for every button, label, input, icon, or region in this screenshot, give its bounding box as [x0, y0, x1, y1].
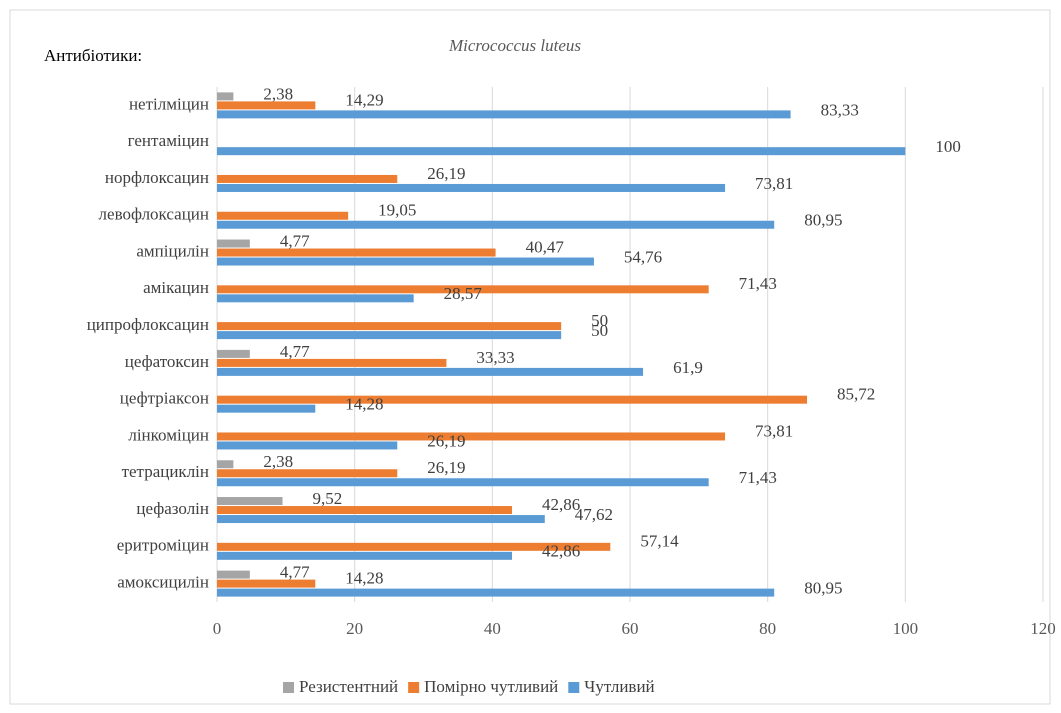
y-tick-label: нетілміцин — [129, 94, 209, 113]
data-label: 14,28 — [345, 569, 383, 588]
x-tick-label: 0 — [213, 619, 222, 638]
bar — [217, 497, 283, 506]
data-label: 80,95 — [804, 579, 842, 598]
data-label: 40,47 — [526, 237, 565, 256]
bar — [217, 404, 316, 413]
data-label: 42,86 — [542, 495, 580, 514]
y-tick-label: тетрациклін — [122, 462, 209, 481]
data-label: 50 — [591, 321, 608, 340]
bar — [217, 294, 414, 303]
bar — [217, 349, 250, 358]
y-tick-label: левофлоксацин — [99, 205, 209, 224]
bar — [217, 506, 513, 515]
data-label: 2,38 — [263, 84, 293, 103]
bar — [217, 432, 726, 441]
data-label: 14,29 — [345, 90, 383, 109]
bar — [217, 358, 447, 367]
bar — [217, 395, 808, 404]
data-label: 42,86 — [542, 542, 580, 561]
bar — [217, 322, 562, 331]
x-tick-label: 40 — [484, 619, 501, 638]
data-label: 57,14 — [640, 532, 679, 551]
legend-swatch — [408, 682, 420, 693]
bar — [217, 460, 234, 469]
data-label: 50 — [591, 311, 608, 330]
bar — [217, 579, 316, 588]
x-tick-label: 120 — [1030, 619, 1056, 638]
data-label: 80,95 — [804, 211, 842, 230]
y-tick-label: цефазолін — [136, 499, 209, 518]
data-label: 83,33 — [821, 100, 859, 119]
y-tick-label: цефатоксин — [125, 352, 209, 371]
x-tick-label: 20 — [346, 619, 363, 638]
bar — [217, 441, 398, 450]
y-tick-label: амоксицилін — [117, 573, 209, 592]
data-label: 28,57 — [444, 284, 483, 303]
bar — [217, 110, 791, 119]
data-label: 33,33 — [476, 348, 514, 367]
x-tick-label: 60 — [622, 619, 639, 638]
x-tick-label: 100 — [893, 619, 919, 638]
bar — [217, 101, 316, 110]
bar — [217, 588, 775, 597]
y-tick-label: лінкоміцин — [128, 425, 209, 444]
axis-label: Антибіотики: — [44, 46, 142, 65]
legend-label: Чутливий — [584, 677, 654, 696]
y-tick-label: цефтріаксон — [120, 389, 209, 408]
data-label: 9,52 — [313, 489, 343, 508]
legend-label: Помірно чутливий — [424, 677, 558, 696]
data-label: 4,77 — [280, 563, 310, 582]
data-label: 61,9 — [673, 358, 703, 377]
bar — [217, 570, 250, 579]
data-label: 26,19 — [427, 164, 465, 183]
data-label: 85,72 — [837, 385, 875, 404]
bar — [217, 147, 906, 156]
y-tick-label: еритроміцин — [117, 536, 209, 555]
bar — [217, 469, 398, 478]
data-label: 4,77 — [280, 231, 310, 250]
bar — [217, 183, 726, 192]
y-tick-label: ампіцилін — [136, 241, 209, 260]
data-label: 26,19 — [427, 431, 465, 450]
data-label: 14,28 — [345, 395, 383, 414]
chart-border — [9, 9, 1051, 705]
bar — [217, 542, 611, 551]
chart-title: Micrococcus luteus — [448, 36, 581, 55]
data-label: 71,43 — [739, 274, 777, 293]
bar — [217, 239, 250, 248]
data-label: 71,43 — [739, 468, 777, 487]
legend-swatch — [568, 682, 580, 693]
bar — [217, 92, 234, 101]
bar — [217, 515, 545, 524]
bar — [217, 331, 562, 340]
bar — [217, 551, 513, 560]
bar — [217, 478, 709, 487]
bar — [217, 174, 398, 183]
y-tick-label: гентаміцин — [128, 131, 209, 150]
data-label: 73,81 — [755, 174, 793, 193]
data-label: 47,62 — [575, 505, 613, 524]
y-tick-label: ципрофлоксацин — [87, 315, 209, 334]
data-label: 73,81 — [755, 421, 793, 440]
y-tick-label: норфлоксацин — [105, 168, 209, 187]
bar — [217, 367, 644, 376]
bar — [217, 211, 349, 220]
data-label: 54,76 — [624, 247, 662, 266]
y-tick-label: амікацин — [143, 278, 209, 297]
bar — [217, 285, 709, 294]
data-label: 100 — [935, 137, 961, 156]
x-tick-label: 80 — [759, 619, 776, 638]
data-label: 26,19 — [427, 458, 465, 477]
bar — [217, 257, 594, 266]
bar — [217, 220, 775, 229]
data-label: 19,05 — [378, 201, 416, 220]
legend-label: Резистентний — [299, 677, 398, 696]
data-label: 4,77 — [280, 342, 310, 361]
legend-swatch — [283, 682, 294, 693]
bar — [217, 248, 496, 257]
data-label: 2,38 — [263, 452, 293, 471]
